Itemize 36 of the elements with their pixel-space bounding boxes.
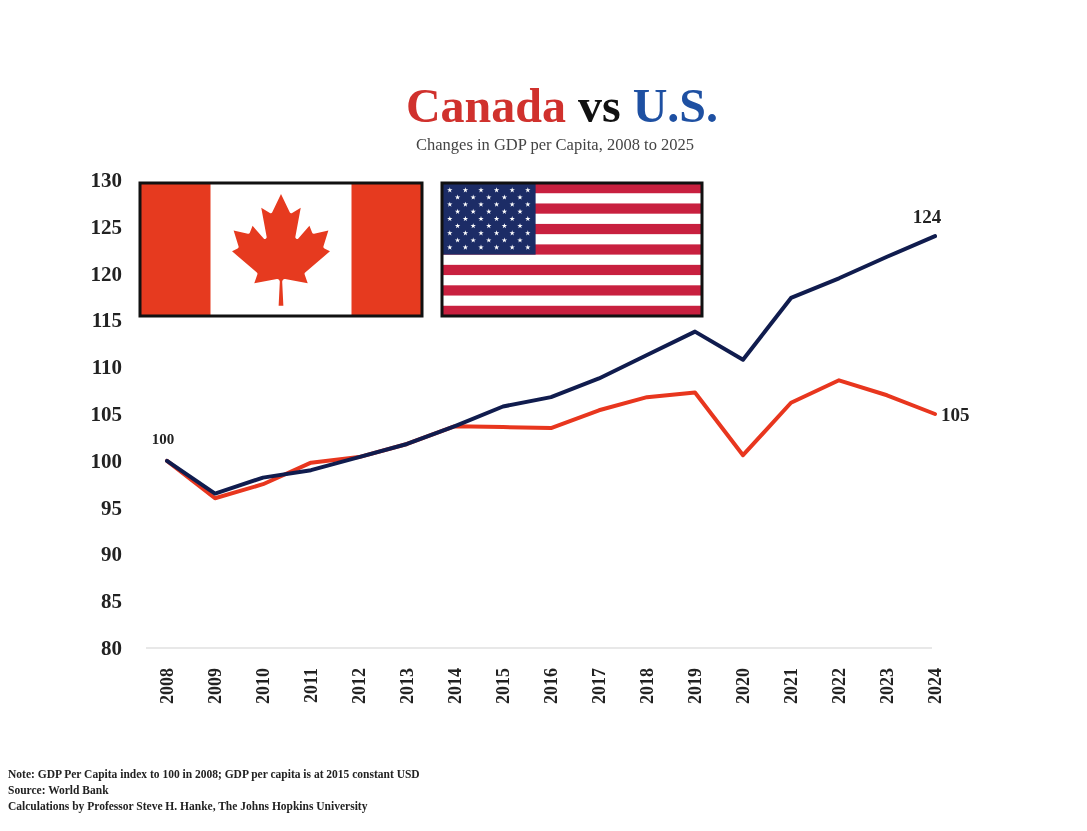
x-tick-label: 2020 [733,668,753,704]
x-tick-label: 2017 [589,668,609,704]
y-tick-label: 120 [90,261,122,286]
y-tick-label: 125 [90,214,122,239]
x-tick-label: 2018 [637,668,657,704]
text: Calculations by Professor Steve H. Hanke, The Johns Hopkins University [8,800,368,813]
x-tick-label: 2024 [925,668,945,704]
x-tick-label: 2009 [205,668,225,704]
chart-title: Canada vs U.S. [405,79,719,132]
y-tick-label: 95 [101,495,122,520]
y-tick-label: 115 [91,308,122,333]
text: Note: GDP Per Capita index to 100 in 2008; GDP per capita is at 2015 constant USD [8,768,420,781]
x-tick-label: 2013 [397,668,417,704]
x-tick-label: 2021 [781,668,801,704]
x-tick-label: 2016 [541,668,561,704]
y-tick-label: 100 [90,448,122,473]
data-label: 105 [941,403,970,425]
x-tick-label: 2019 [685,668,705,704]
y-tick-label: 105 [90,402,122,426]
y-tick-label: 130 [90,168,122,192]
x-tick-label: 2015 [493,668,513,704]
x-tick-label: 2012 [349,668,369,704]
x-tick-label: 2008 [157,668,177,704]
data-label: 124 [912,205,942,227]
chart-subtitle: Changes in GDP per Capita, 2008 to 2025 [415,135,695,154]
x-tick-label: 2022 [829,668,849,704]
data-label: 100 [151,430,175,447]
x-tick-label: 2011 [301,668,321,704]
x-tick-label: 2023 [877,668,897,704]
x-tick-label: 2014 [445,668,465,704]
x-tick-label: 2010 [253,668,273,704]
y-tick-label: 80 [101,636,122,660]
y-tick-label: 85 [101,589,122,614]
y-tick-label: 90 [101,542,122,567]
source-note: Source: World Bank [8,784,110,796]
y-tick-label: 110 [91,355,122,380]
